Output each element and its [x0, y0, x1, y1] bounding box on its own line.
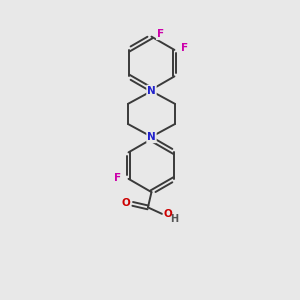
Text: F: F	[181, 44, 188, 53]
Text: N: N	[147, 132, 156, 142]
Text: O: O	[164, 209, 172, 220]
Text: N: N	[147, 85, 156, 95]
Text: O: O	[122, 198, 130, 208]
Text: H: H	[170, 214, 178, 224]
Text: F: F	[157, 29, 164, 39]
Text: F: F	[114, 173, 121, 183]
